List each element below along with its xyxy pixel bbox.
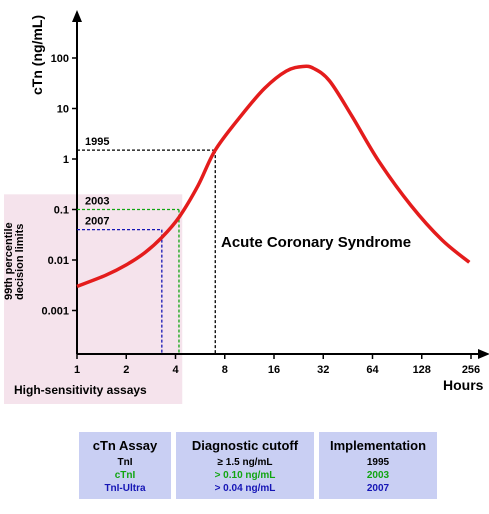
x-axis-arrow <box>478 349 489 359</box>
limit-label-2003: 2003 <box>85 196 109 208</box>
x-tick-label: 8 <box>222 364 228 376</box>
implementation-cell: 1995 <box>366 457 390 468</box>
implementation-cell: 2003 <box>366 470 390 481</box>
x-tick-label: 128 <box>413 364 431 376</box>
cutoff-cell: > 0.04 ng/mL <box>214 483 276 494</box>
assay-table: cTn Assay TnI cTnI TnI-Ultra Diagnostic … <box>79 432 437 499</box>
y-tick-label: 0.001 <box>41 306 69 318</box>
x-tick-label: 32 <box>317 364 329 376</box>
limit-label-1995: 1995 <box>85 136 109 148</box>
implementation-cell: 2007 <box>366 483 390 494</box>
assay-header: cTn Assay <box>92 438 158 453</box>
y-tick-label: 0.01 <box>48 255 69 267</box>
assay-column: cTn Assay TnI cTnI TnI-Ultra <box>79 432 171 499</box>
y-tick-label: 0.1 <box>54 205 69 217</box>
x-tick-label: 256 <box>462 364 480 376</box>
y-tick-label: 1 <box>63 154 69 166</box>
cutoff-column: Diagnostic cutoff ≥ 1.5 ng/mL > 0.10 ng/… <box>176 432 314 499</box>
limit-label-2007: 2007 <box>85 216 109 228</box>
implementation-header: Implementation <box>329 438 427 453</box>
percentile-label-line1: 99th percentile <box>3 222 15 300</box>
x-tick-label: 64 <box>366 364 379 376</box>
y-axis-title: cTn (ng/mL) <box>29 15 45 95</box>
cutoff-cell: > 0.10 ng/mL <box>214 470 276 481</box>
y-axis-arrow <box>72 10 82 22</box>
cutoff-header: Diagnostic cutoff <box>191 438 299 453</box>
series-label-acs: Acute Coronary Syndrome <box>221 234 411 251</box>
x-tick-label: 4 <box>172 364 179 376</box>
assay-cell: TnI <box>117 457 133 468</box>
implementation-column: Implementation 1995 2003 2007 <box>319 432 437 499</box>
series-line-acs <box>76 64 471 289</box>
cutoff-cell: ≥ 1.5 ng/mL <box>217 457 273 468</box>
x-tick-label: 16 <box>268 364 280 376</box>
x-tick-label: 1 <box>74 364 80 376</box>
x-axis-title: Hours <box>443 377 484 393</box>
assay-cell: TnI-Ultra <box>104 483 146 494</box>
y-tick-label: 100 <box>51 53 69 65</box>
x-tick-label: 2 <box>123 364 129 376</box>
troponin-chart: High-sensitivity assays 99th percentile … <box>3 10 489 404</box>
assay-cell: cTnI <box>114 470 136 481</box>
y-tick-label: 10 <box>57 104 69 116</box>
percentile-label-line2: decision limits <box>14 224 26 300</box>
high-sensitivity-label: High-sensitivity assays <box>14 383 147 397</box>
